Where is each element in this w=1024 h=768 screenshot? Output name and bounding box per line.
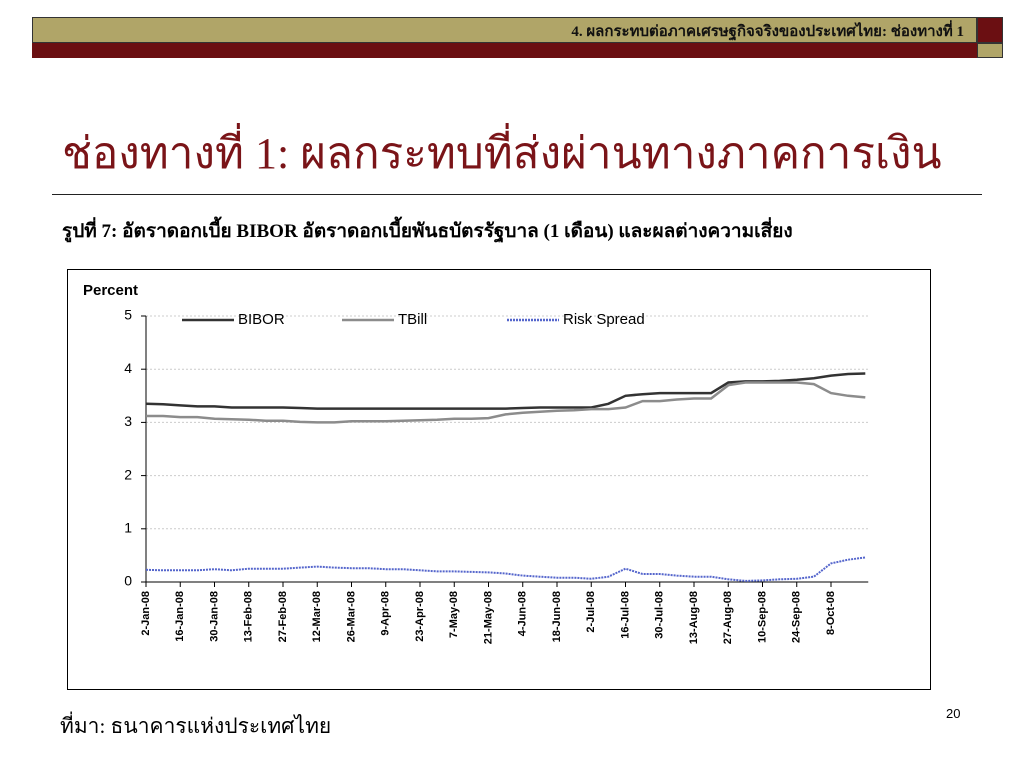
x-tick-label: 23-Apr-08: [414, 591, 426, 642]
legend-label: BIBOR: [238, 311, 285, 328]
chart: Percent 0 1 2 3 4 5 2-Jan-08 16-Jan-08 30-Jan-08…: [67, 269, 931, 690]
x-tick-label: 2-Jan-08: [140, 591, 152, 636]
legend-label: TBill: [398, 311, 427, 328]
x-tick-label: 26-Mar-08: [345, 591, 357, 642]
chart-frame: [67, 269, 931, 690]
x-tick-label: 13-Aug-08: [688, 591, 700, 644]
x-tick-label: 24-Sep-08: [791, 591, 803, 643]
header-title: 4. ผลกระทบต่อภาคเศรษฐกิจจริงของประเทศไทย…: [571, 24, 964, 40]
x-tick-label: 27-Feb-08: [277, 591, 289, 642]
x-tick-label: 13-Feb-08: [243, 591, 255, 642]
header-bar: [32, 17, 977, 43]
y-tick-label: 1: [124, 520, 132, 536]
x-tick-label: 9-Apr-08: [380, 591, 392, 636]
x-tick-label: 12-Mar-08: [311, 591, 323, 642]
x-tick-label: 30-Jan-08: [208, 591, 220, 642]
header-square: [977, 17, 1003, 43]
x-tick-label: 10-Sep-08: [756, 591, 768, 643]
y-tick-label: 4: [124, 360, 132, 376]
y-tick-label: 5: [124, 307, 132, 323]
header-square: [977, 43, 1003, 58]
x-tick-label: 16-Jul-08: [619, 591, 631, 639]
x-tick-label: 4-Jun-08: [517, 591, 529, 636]
page-number: 20: [946, 706, 961, 721]
source: ที่มา: ธนาคารแห่งประเทศไทย: [60, 714, 332, 738]
y-tick-label: 0: [124, 573, 132, 589]
x-tick-label: 16-Jan-08: [174, 591, 186, 642]
y-tick-label: 3: [124, 413, 132, 429]
x-tick-label: 7-May-08: [448, 591, 460, 638]
x-tick-label: 21-May-08: [482, 591, 494, 644]
x-tick-label: 30-Jul-08: [654, 591, 666, 639]
x-tick-label: 2-Jul-08: [585, 591, 597, 633]
legend-label: Risk Spread: [563, 311, 645, 328]
line-series: [146, 381, 866, 424]
y-axis-label: Percent: [83, 282, 138, 299]
slide-title: ช่องทางที่ 1: ผลกระทบที่ส่งผ่านทางภาคการ…: [62, 129, 942, 178]
x-tick-label: 18-Jun-08: [551, 591, 563, 642]
y-tick-label: 2: [124, 466, 132, 482]
divider: [52, 194, 982, 195]
line-series: [145, 556, 866, 582]
x-tick-label: 27-Aug-08: [722, 591, 734, 644]
x-tick-label: 8-Oct-08: [825, 591, 837, 635]
figure-caption: รูปที่ 7: อัตราดอกเบี้ย BIBOR อัตราดอกเบ…: [62, 221, 793, 242]
header-bar-lower: [32, 43, 977, 58]
